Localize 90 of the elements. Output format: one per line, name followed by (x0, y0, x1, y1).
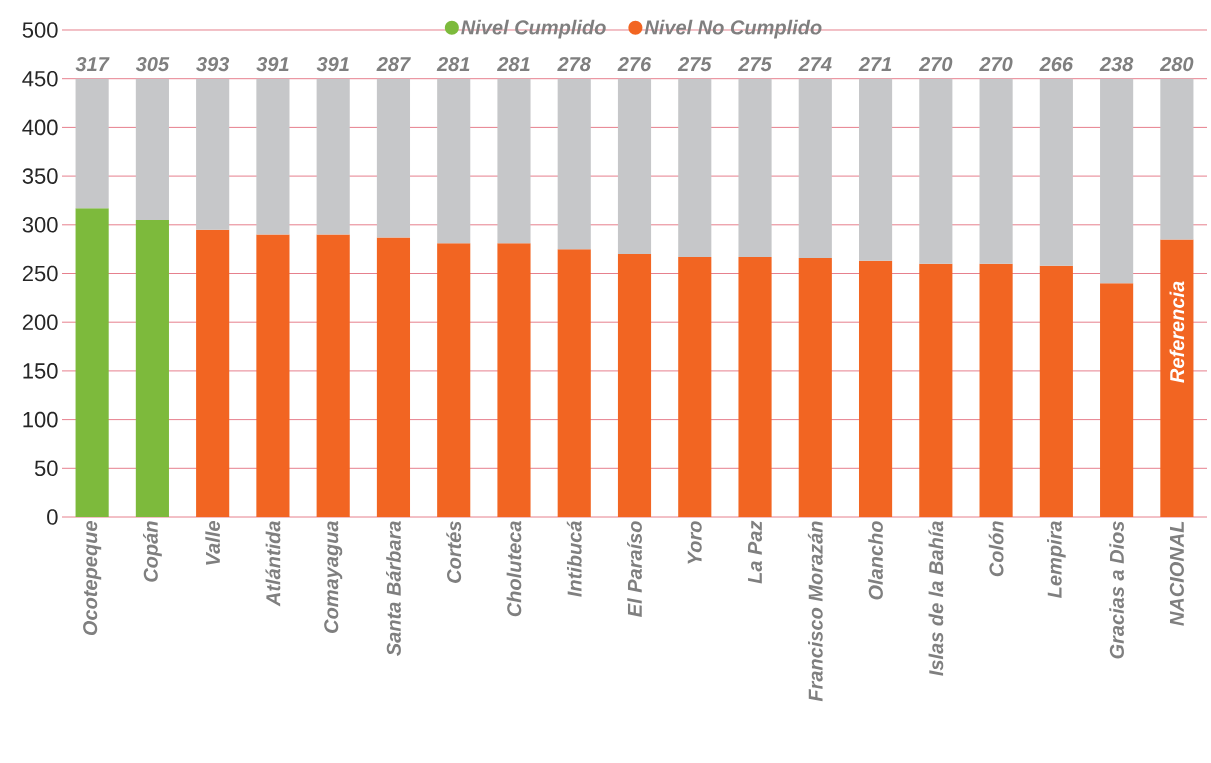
annotation: 276 (617, 57, 652, 72)
x-tick-label: Atlántida (265, 521, 281, 607)
x-tick-label: Islas de la Bahía (928, 521, 944, 676)
y-tick-label: 200 (22, 314, 58, 330)
bar (75, 208, 109, 517)
annotation: 305 (135, 57, 170, 72)
y-tick-label: 250 (22, 265, 58, 282)
bar (437, 243, 471, 517)
x-tick-label: Comayagua (324, 521, 343, 633)
y-tick-label: 400 (22, 119, 58, 136)
bar (1039, 265, 1073, 517)
y-tick-label: 150 (23, 363, 58, 379)
bar (1100, 78, 1134, 284)
x-tick-label: Olancho (868, 521, 883, 600)
annotation: 275 (738, 57, 772, 72)
x-tick-label: Lempira (1047, 521, 1066, 598)
bar (798, 78, 832, 258)
bar (617, 254, 652, 517)
bar (979, 263, 1013, 517)
annotation: 317 (75, 57, 110, 72)
bar (1160, 239, 1194, 517)
bar (858, 78, 893, 261)
annotation: 281 (436, 57, 470, 72)
y-tick-label: 50 (34, 460, 58, 477)
bar (256, 78, 290, 235)
y-tick-label: 300 (22, 217, 58, 233)
y-tick-label: 350 (22, 168, 58, 184)
x-tick-label: Gracias a Dios (1109, 521, 1124, 659)
y-tick-label: 450 (22, 70, 58, 87)
bar (979, 78, 1013, 264)
annotation: 391 (256, 57, 289, 72)
bar (919, 263, 953, 517)
bar (678, 256, 712, 517)
annotation: 266 (1039, 57, 1074, 72)
annotation: 278 (557, 57, 591, 72)
bar (437, 78, 471, 244)
bar (75, 78, 109, 209)
bar (1160, 78, 1194, 240)
bar (1100, 283, 1134, 517)
x-tick-label: Ocotepeque (83, 521, 102, 636)
bar (557, 78, 591, 250)
bar (557, 249, 591, 517)
bar (678, 78, 712, 257)
annotation: 270 (979, 57, 1013, 72)
annotation: 270 (918, 57, 953, 72)
bar (196, 229, 230, 517)
x-tick-label: Santa Bárbara (386, 521, 401, 656)
annotation: 391 (316, 57, 349, 72)
bar (135, 78, 169, 220)
y-tick-label: 100 (23, 411, 58, 428)
annotation: 238 (1099, 57, 1134, 72)
x-tick-label: Valle (205, 521, 221, 565)
annotation: Referencia (1169, 281, 1185, 383)
bar (497, 78, 531, 244)
annotation: 287 (376, 57, 411, 72)
x-tick-label: La Paz (748, 520, 763, 584)
bar (1039, 78, 1073, 266)
x-tick-label: Francisco Morazán (807, 521, 823, 702)
bar (798, 257, 832, 517)
x-tick-label: Cortés (446, 521, 462, 583)
bar (376, 78, 411, 238)
legend-label: Nivel No Cumplido (644, 19, 822, 39)
bar (135, 219, 169, 517)
bar (738, 256, 772, 517)
x-tick-label: El Paraíso (627, 521, 642, 617)
bar (617, 78, 652, 255)
x-tick-label: Copán (142, 521, 162, 582)
annotation: 280 (1159, 57, 1194, 72)
annotation: 274 (798, 57, 832, 72)
bar (316, 78, 350, 235)
x-tick-label: Colón (988, 521, 1004, 577)
annotation: 275 (677, 57, 712, 72)
legend-label: Nivel Cumplido (461, 19, 606, 39)
x-tick-label: NACIONAL (1169, 521, 1184, 626)
bar (738, 78, 772, 257)
bar (919, 78, 953, 264)
annotation: 271 (858, 57, 892, 72)
x-tick-label: Intibucá (566, 521, 582, 597)
annotation: 393 (196, 57, 230, 72)
y-tick-label: 500 (22, 22, 58, 38)
x-tick-label: Yoro (687, 521, 702, 564)
y-tick-label: 0 (47, 509, 58, 525)
x-tick-label: Choluteca (506, 521, 522, 617)
annotation: 281 (496, 57, 530, 72)
bar (196, 78, 230, 230)
bar (256, 234, 290, 517)
bar (316, 234, 350, 517)
bar (497, 243, 531, 517)
bar (376, 237, 411, 517)
bar (858, 260, 893, 517)
